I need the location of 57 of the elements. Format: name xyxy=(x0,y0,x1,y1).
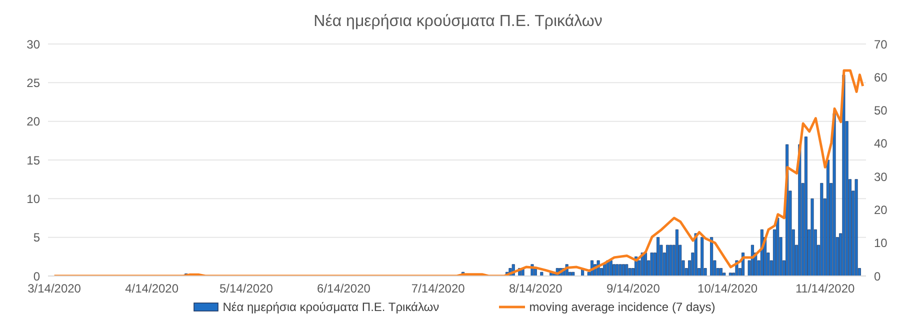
bar xyxy=(804,136,808,276)
bar xyxy=(675,229,678,276)
bar xyxy=(650,252,654,276)
bar xyxy=(540,272,544,276)
y-tick-label: 20 xyxy=(26,114,40,129)
y2-tick-label: 40 xyxy=(874,136,888,151)
y2-tick-label: 0 xyxy=(874,269,881,284)
bar xyxy=(720,268,723,276)
x-tick-label: 11/14/2020 xyxy=(796,282,856,296)
x-tick-label: 10/14/2020 xyxy=(698,282,758,296)
x-tick-label: 8/14/2020 xyxy=(508,282,563,296)
bar xyxy=(644,252,647,276)
bar xyxy=(625,264,628,276)
bar xyxy=(618,264,622,276)
bar xyxy=(612,264,616,276)
y-tick-label: 30 xyxy=(26,37,40,52)
y-tick-label: 0 xyxy=(33,269,40,284)
bar xyxy=(810,198,814,276)
y2-tick-label: 50 xyxy=(874,104,888,118)
bar xyxy=(609,260,612,276)
bar xyxy=(603,264,606,276)
bar xyxy=(826,160,830,276)
legend-label: moving average incidence (7 days) xyxy=(528,300,716,314)
x-tick-label: 9/14/2020 xyxy=(606,282,660,296)
bar xyxy=(666,244,670,276)
bar xyxy=(728,272,732,276)
y2-tick-label: 20 xyxy=(874,202,888,217)
y-tick-label: 25 xyxy=(26,76,40,90)
y2-tick-label: 60 xyxy=(874,70,888,84)
x-tick-label: 3/14/2020 xyxy=(28,282,82,296)
y2-tick-label: 70 xyxy=(874,37,888,52)
bar xyxy=(832,113,836,276)
x-tick-label: 4/14/2020 xyxy=(125,282,179,296)
x-tick-label: 6/14/2020 xyxy=(317,282,371,296)
bar xyxy=(700,237,704,276)
bar xyxy=(710,237,714,276)
bar xyxy=(656,237,660,276)
bar xyxy=(820,183,824,276)
y-tick-label: 10 xyxy=(26,192,40,206)
bar xyxy=(842,74,846,276)
line-series xyxy=(53,69,864,276)
bar xyxy=(628,268,632,276)
bar xyxy=(854,179,858,276)
bar xyxy=(622,264,625,276)
bar xyxy=(776,218,780,276)
bar xyxy=(616,264,619,276)
chart-title: Νέα ημερήσια κρούσματα Π.Ε. Τρικάλων xyxy=(312,12,604,32)
y2-tick-label: 10 xyxy=(874,236,888,250)
y2-tick-label: 30 xyxy=(874,170,888,184)
bar xyxy=(572,272,575,276)
bar xyxy=(669,244,672,276)
x-tick-label: 7/14/2020 xyxy=(411,282,466,296)
y-tick-label: 15 xyxy=(26,153,40,168)
legend-label: Νέα ημερήσια κρούσματα Π.Ε. Τρικάλων xyxy=(222,300,440,314)
y-tick-label: 5 xyxy=(33,230,40,245)
x-tick-label: 5/14/2020 xyxy=(220,282,274,296)
bar xyxy=(750,244,754,276)
